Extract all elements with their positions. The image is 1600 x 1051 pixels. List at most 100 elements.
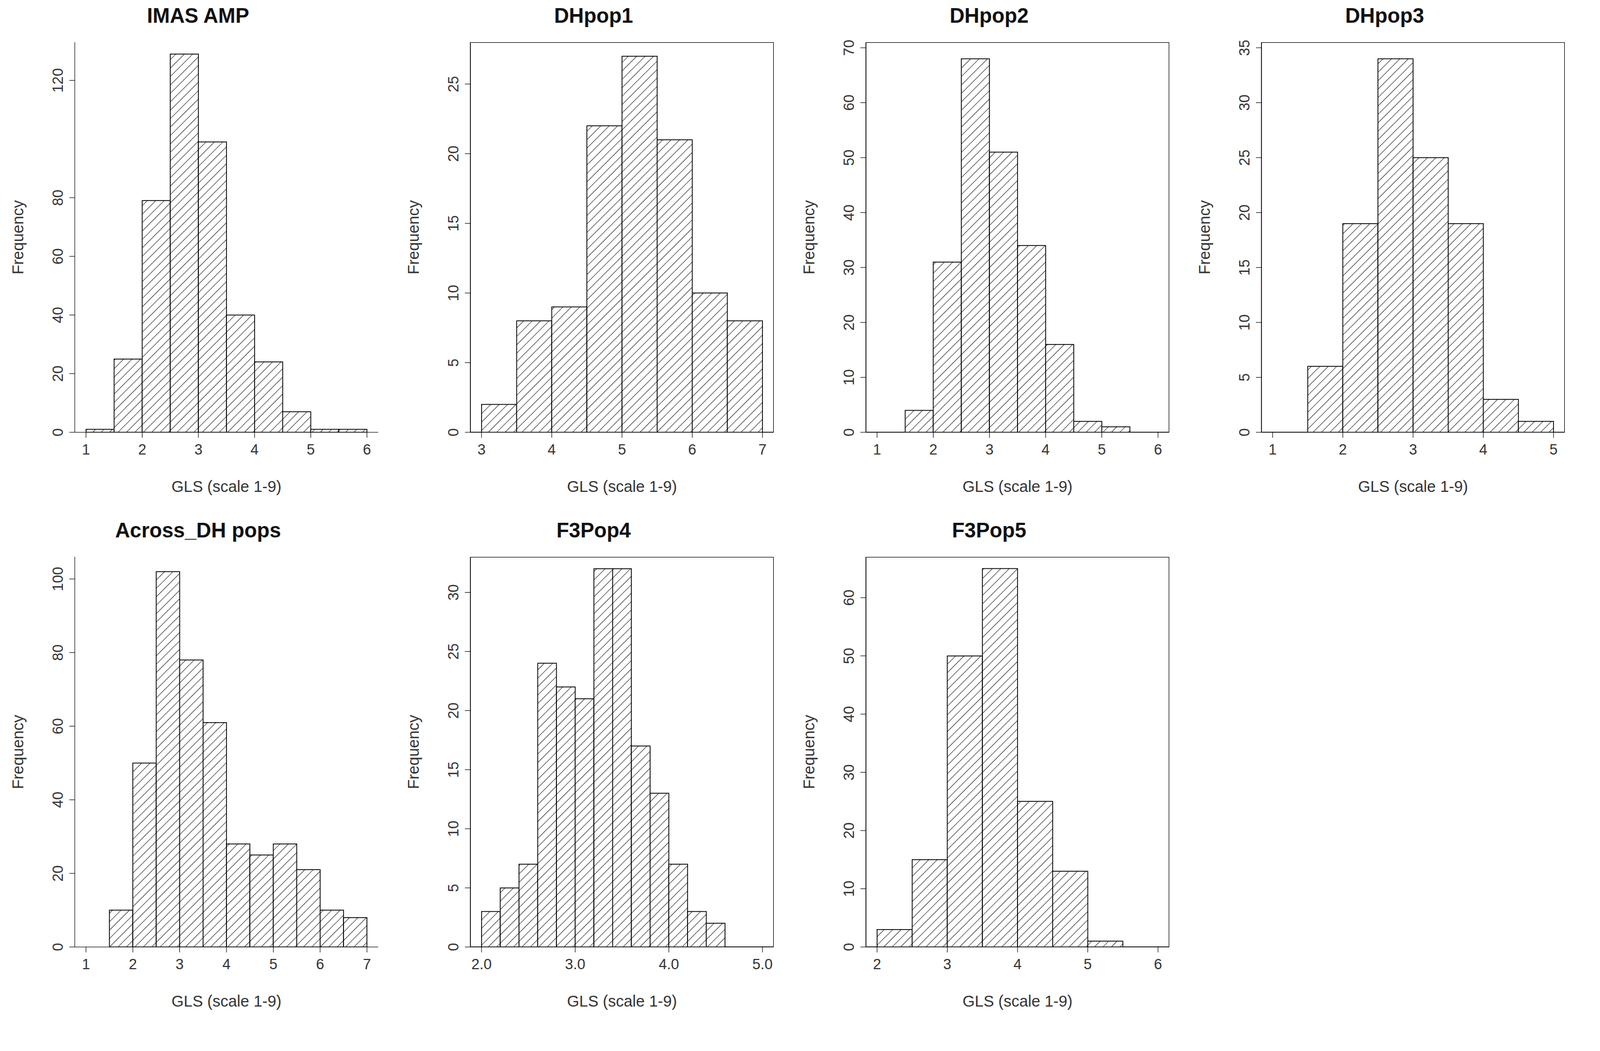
svg-text:4: 4 (547, 441, 556, 458)
svg-text:30: 30 (1236, 94, 1253, 112)
svg-text:0: 0 (445, 942, 462, 951)
svg-text:25: 25 (1236, 149, 1253, 166)
svg-text:60: 60 (49, 248, 67, 265)
svg-text:2: 2 (929, 441, 938, 458)
svg-text:20: 20 (840, 822, 858, 839)
svg-text:Frequency: Frequency (9, 714, 27, 790)
svg-text:60: 60 (840, 589, 858, 606)
svg-text:5: 5 (1236, 373, 1253, 382)
svg-text:3.0: 3.0 (565, 956, 586, 973)
svg-text:5: 5 (617, 441, 626, 458)
svg-text:6: 6 (1154, 441, 1163, 458)
svg-text:5: 5 (306, 441, 315, 458)
svg-text:GLS (scale 1-9): GLS (scale 1-9) (171, 477, 282, 496)
svg-text:1: 1 (81, 956, 90, 973)
svg-text:3: 3 (1408, 441, 1417, 458)
svg-text:GLS (scale 1-9): GLS (scale 1-9) (962, 477, 1073, 496)
svg-text:3: 3 (943, 956, 952, 973)
svg-text:4: 4 (250, 441, 259, 458)
svg-text:4: 4 (222, 956, 231, 973)
svg-text:5: 5 (445, 883, 462, 892)
svg-text:GLS (scale 1-9): GLS (scale 1-9) (566, 992, 677, 1010)
svg-text:80: 80 (49, 644, 67, 662)
svg-text:10: 10 (840, 369, 858, 386)
svg-text:15: 15 (1236, 259, 1253, 276)
svg-text:Frequency: Frequency (404, 714, 423, 790)
svg-text:2.0: 2.0 (471, 956, 492, 973)
svg-text:40: 40 (49, 791, 67, 808)
svg-text:10: 10 (445, 284, 462, 302)
svg-text:2: 2 (128, 956, 138, 973)
svg-text:1: 1 (1268, 441, 1277, 458)
svg-text:20: 20 (840, 314, 858, 331)
svg-text:4: 4 (1041, 441, 1050, 458)
svg-text:30: 30 (445, 584, 462, 601)
svg-text:3: 3 (194, 441, 203, 458)
svg-text:60: 60 (840, 94, 858, 112)
svg-text:5: 5 (269, 956, 278, 973)
svg-text:GLS (scale 1-9): GLS (scale 1-9) (566, 477, 677, 496)
svg-text:5: 5 (1097, 441, 1106, 458)
svg-text:3: 3 (477, 441, 486, 458)
svg-text:Frequency: Frequency (404, 199, 423, 275)
svg-text:2: 2 (1338, 441, 1347, 458)
svg-text:1: 1 (872, 441, 882, 458)
svg-text:Frequency: Frequency (800, 199, 818, 275)
svg-text:40: 40 (49, 306, 67, 323)
svg-text:4: 4 (1479, 441, 1488, 458)
svg-text:100: 100 (49, 566, 67, 592)
svg-text:50: 50 (840, 149, 858, 166)
svg-text:30: 30 (840, 764, 858, 781)
svg-text:15: 15 (445, 761, 462, 779)
svg-text:0: 0 (49, 942, 67, 951)
svg-text:6: 6 (363, 441, 372, 458)
svg-text:25: 25 (445, 643, 462, 660)
svg-text:70: 70 (840, 39, 858, 56)
svg-text:30: 30 (840, 259, 858, 276)
svg-text:Frequency: Frequency (9, 199, 27, 275)
svg-text:0: 0 (49, 428, 67, 437)
svg-text:0: 0 (840, 428, 858, 437)
svg-text:80: 80 (49, 189, 67, 206)
svg-text:1: 1 (81, 441, 90, 458)
svg-text:GLS (scale 1-9): GLS (scale 1-9) (171, 992, 282, 1010)
svg-text:7: 7 (363, 956, 372, 973)
svg-text:0: 0 (445, 428, 462, 437)
svg-text:0: 0 (840, 942, 858, 951)
svg-text:120: 120 (49, 68, 67, 93)
svg-text:Frequency: Frequency (1195, 199, 1214, 275)
svg-text:5.0: 5.0 (752, 956, 773, 973)
svg-text:15: 15 (445, 215, 462, 232)
svg-text:GLS (scale 1-9): GLS (scale 1-9) (962, 992, 1073, 1010)
svg-text:10: 10 (840, 881, 858, 898)
svg-text:10: 10 (1236, 314, 1253, 331)
svg-text:GLS (scale 1-9): GLS (scale 1-9) (1357, 477, 1468, 496)
svg-text:5: 5 (445, 358, 462, 367)
svg-text:60: 60 (49, 717, 67, 735)
svg-text:4.0: 4.0 (658, 956, 680, 973)
svg-text:5: 5 (1083, 956, 1092, 973)
svg-text:Frequency: Frequency (800, 714, 818, 790)
svg-text:3: 3 (175, 956, 184, 973)
svg-text:20: 20 (1236, 204, 1253, 221)
svg-text:6: 6 (1154, 956, 1163, 973)
svg-text:6: 6 (688, 441, 697, 458)
svg-text:35: 35 (1236, 39, 1253, 56)
svg-text:0: 0 (1236, 428, 1253, 437)
svg-text:40: 40 (840, 705, 858, 723)
svg-text:4: 4 (1013, 956, 1022, 973)
svg-text:2: 2 (872, 956, 882, 973)
svg-text:20: 20 (49, 365, 67, 382)
svg-text:25: 25 (445, 75, 462, 93)
svg-text:5: 5 (1549, 441, 1558, 458)
svg-text:20: 20 (49, 865, 67, 882)
svg-text:7: 7 (758, 441, 767, 458)
svg-text:3: 3 (985, 441, 994, 458)
svg-text:10: 10 (445, 820, 462, 838)
svg-text:2: 2 (138, 441, 147, 458)
svg-text:20: 20 (445, 702, 462, 719)
svg-text:40: 40 (840, 204, 858, 221)
svg-text:6: 6 (315, 956, 325, 973)
svg-text:50: 50 (840, 648, 858, 665)
svg-text:20: 20 (445, 145, 462, 163)
